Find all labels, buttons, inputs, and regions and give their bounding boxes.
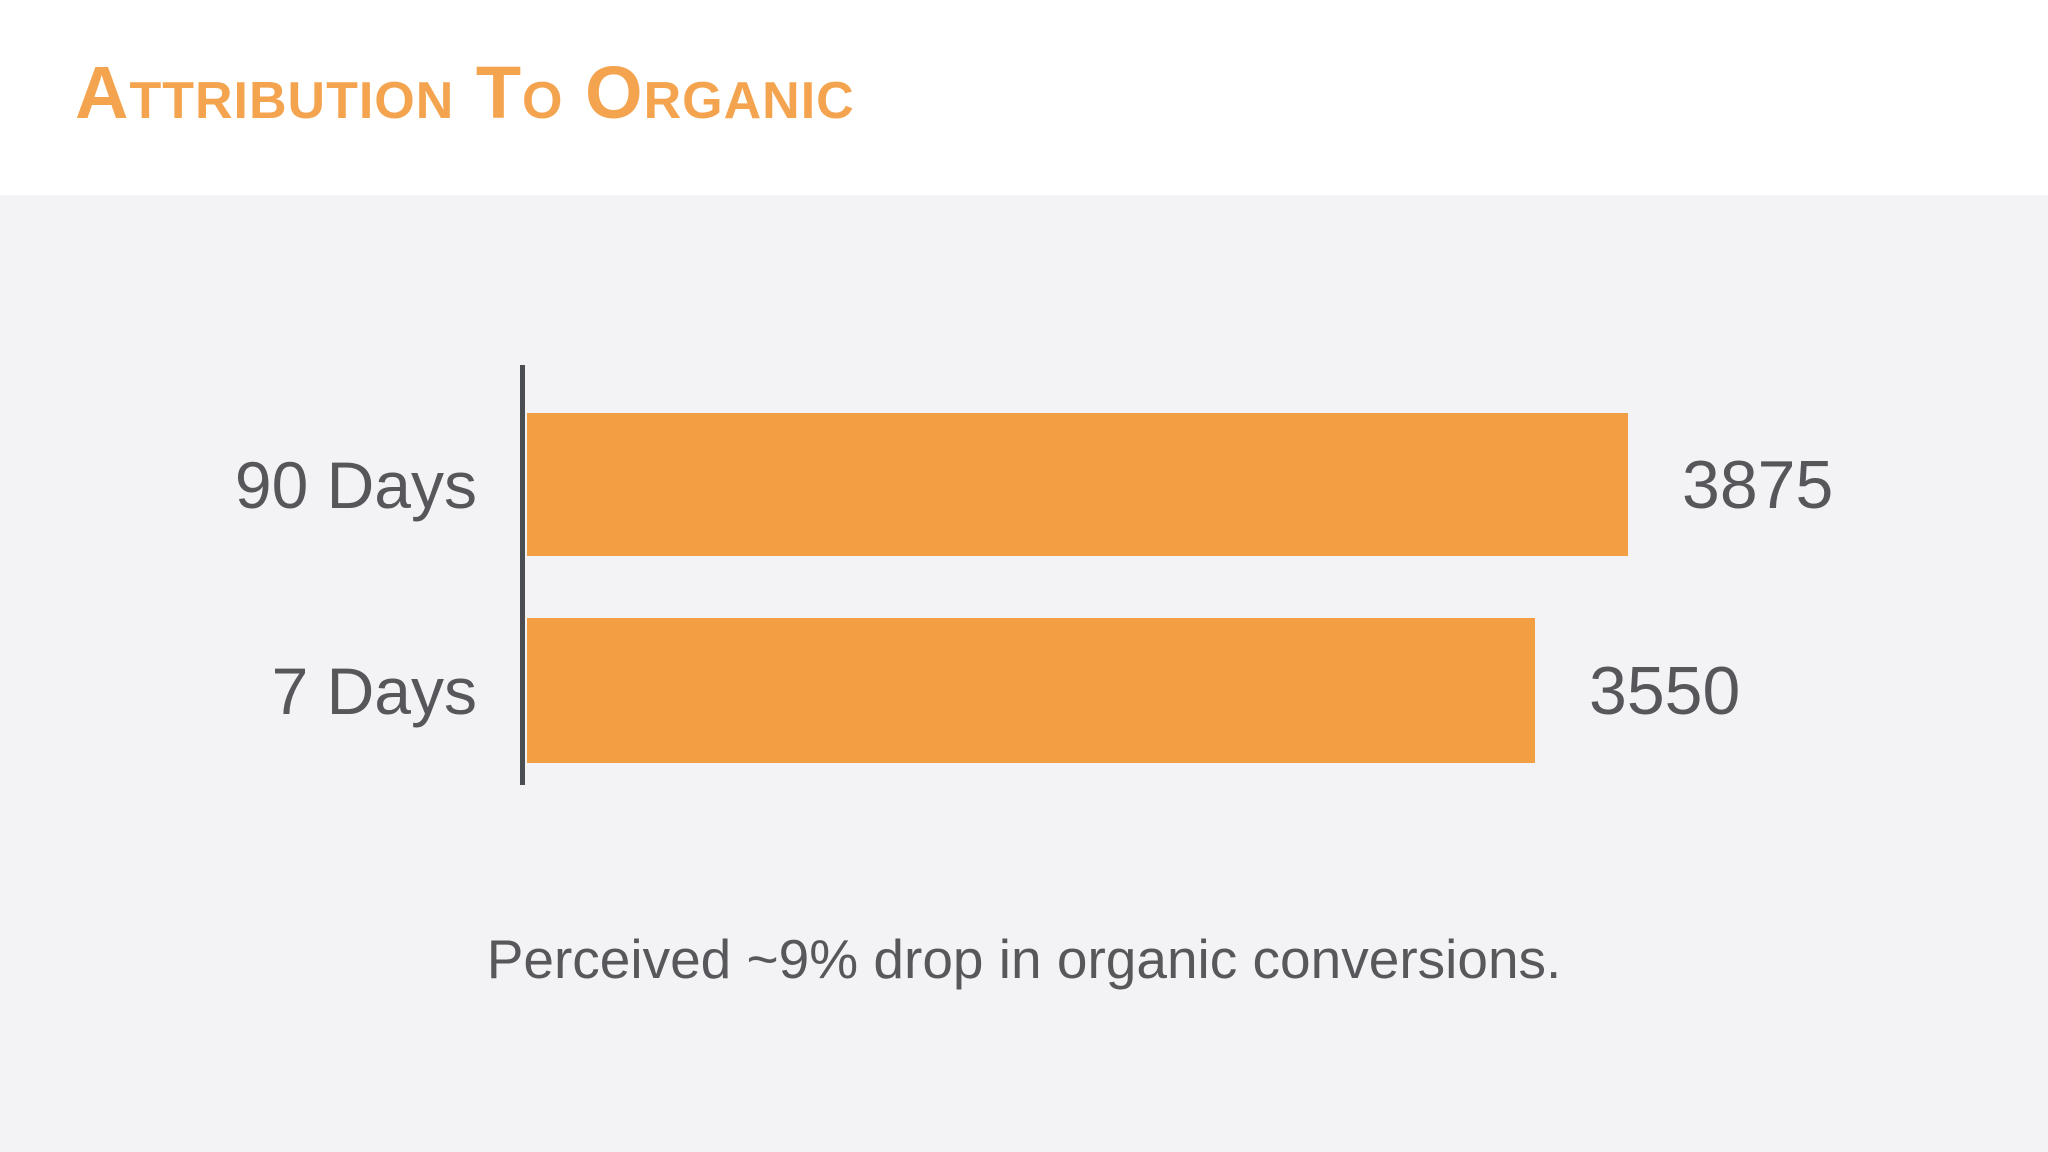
bar-7-days [527, 618, 1535, 763]
value-label-90-days: 3875 [1682, 446, 1834, 523]
category-label-7-days: 7 Days [271, 653, 477, 728]
bar-row-7-days: 7 Days 3550 [0, 618, 1740, 763]
chart-caption: Perceived ~9% drop in organic conversion… [486, 928, 1562, 990]
category-label-90-days: 90 Days [234, 447, 477, 522]
bar-chart: 90 Days 3875 7 Days 3550 Perceived ~9% d… [0, 195, 2048, 1152]
value-label-7-days: 3550 [1589, 652, 1741, 729]
y-axis-line [520, 365, 525, 785]
bar-90-days [527, 413, 1628, 556]
bar-row-90-days: 90 Days 3875 [0, 413, 1833, 556]
page-title: Attribution To Organic [75, 51, 855, 134]
slide-header: Attribution To Organic [0, 0, 2048, 195]
